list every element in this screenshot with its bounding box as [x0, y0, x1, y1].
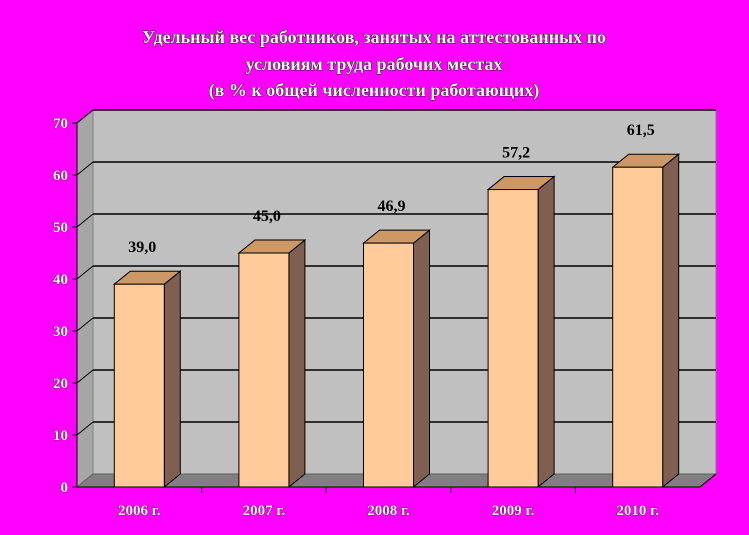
axes: 0 10 20 30 40 50 60 70 2006 г. 2007 г. 2008 г. 2009…	[53, 116, 717, 519]
y-tick-label: 0	[61, 480, 69, 496]
bar-front-face	[238, 252, 290, 488]
gridline-side-70	[76, 109, 94, 124]
bar-front-face	[487, 189, 539, 488]
gridline-side-40	[76, 265, 94, 280]
y-tick-label: 30	[53, 324, 68, 340]
gridline-side-50	[76, 213, 94, 228]
bar-2	[237, 238, 307, 489]
bar-4	[486, 175, 556, 489]
bar-front-face	[363, 242, 414, 488]
y-tick-label: 10	[53, 428, 68, 444]
chart-title-line-1: Удельный вес работников, занятых на атте…	[142, 27, 606, 47]
chart-title: Удельный вес работников, занятых на атте…	[142, 27, 607, 102]
y-tick-label: 40	[53, 272, 68, 288]
bar-side-face	[662, 153, 680, 489]
data-label: 46,9	[378, 198, 406, 215]
x-tick-label: 2009 г.	[492, 503, 535, 519]
bar-side-face	[537, 175, 555, 489]
y-tick-label: 20	[53, 376, 68, 392]
y-tick-label: 60	[53, 168, 68, 184]
bar-5	[611, 153, 681, 489]
bar-front-face	[113, 283, 165, 488]
data-label: 45,0	[253, 208, 281, 225]
x-tick-label: 2007 г.	[243, 503, 286, 519]
y-tick-label: 50	[53, 220, 68, 236]
bar-3	[362, 229, 431, 489]
x-axis-end-line	[699, 473, 717, 488]
bar-side-face	[288, 238, 306, 489]
bars	[112, 153, 681, 489]
gridline-side-20	[76, 369, 94, 384]
gridline-side-60	[76, 161, 94, 176]
data-labels: 39,0 45,0 46,9 57,2 61,5	[128, 122, 654, 256]
gridline-side-10	[76, 421, 94, 436]
x-tick-label: 2010 г.	[616, 503, 659, 519]
bar-front-face	[612, 166, 664, 488]
x-tick-label: 2006 г.	[118, 503, 161, 519]
data-label: 39,0	[128, 239, 156, 256]
data-label: 61,5	[627, 122, 655, 139]
chart-title-line-3: (в % к общей численности работающих)	[209, 80, 540, 101]
bar-1	[112, 270, 182, 489]
x-tick-label: 2008 г.	[367, 503, 410, 519]
y-tick-label: 70	[53, 116, 68, 132]
bar-side-face	[163, 270, 181, 489]
bar-side-face	[413, 229, 430, 489]
data-label: 57,2	[502, 145, 530, 162]
chart-title-line-2: условиям труда рабочих местах	[246, 54, 503, 74]
plot-side-wall	[76, 108, 94, 489]
gridline-side-30	[76, 317, 94, 332]
